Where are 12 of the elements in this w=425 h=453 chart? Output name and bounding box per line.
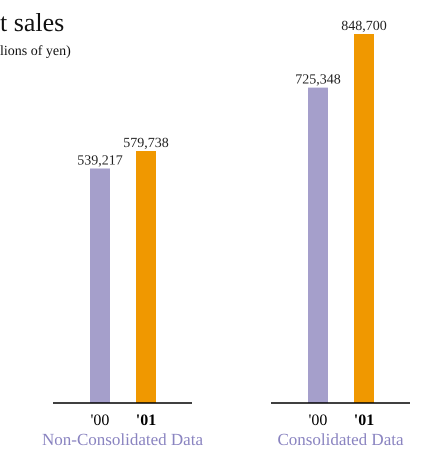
x-tick-label: '01 [354,412,374,429]
data-label: 579,738 [123,136,169,151]
chart-title: t sales [0,8,64,38]
x-tick-label: '00 [90,412,110,429]
x-axis-title: Non-Consolidated Data [42,430,203,450]
data-label: 725,348 [295,72,341,88]
chart-subtitle: lions of yen) [0,44,71,60]
x-tick-label: '00 [308,412,328,429]
data-label: 539,217 [77,154,123,169]
data-label: 848,700 [341,19,387,34]
x-tick-label: '01 [136,412,156,429]
x-axis-title: Consolidated Data [277,430,404,450]
